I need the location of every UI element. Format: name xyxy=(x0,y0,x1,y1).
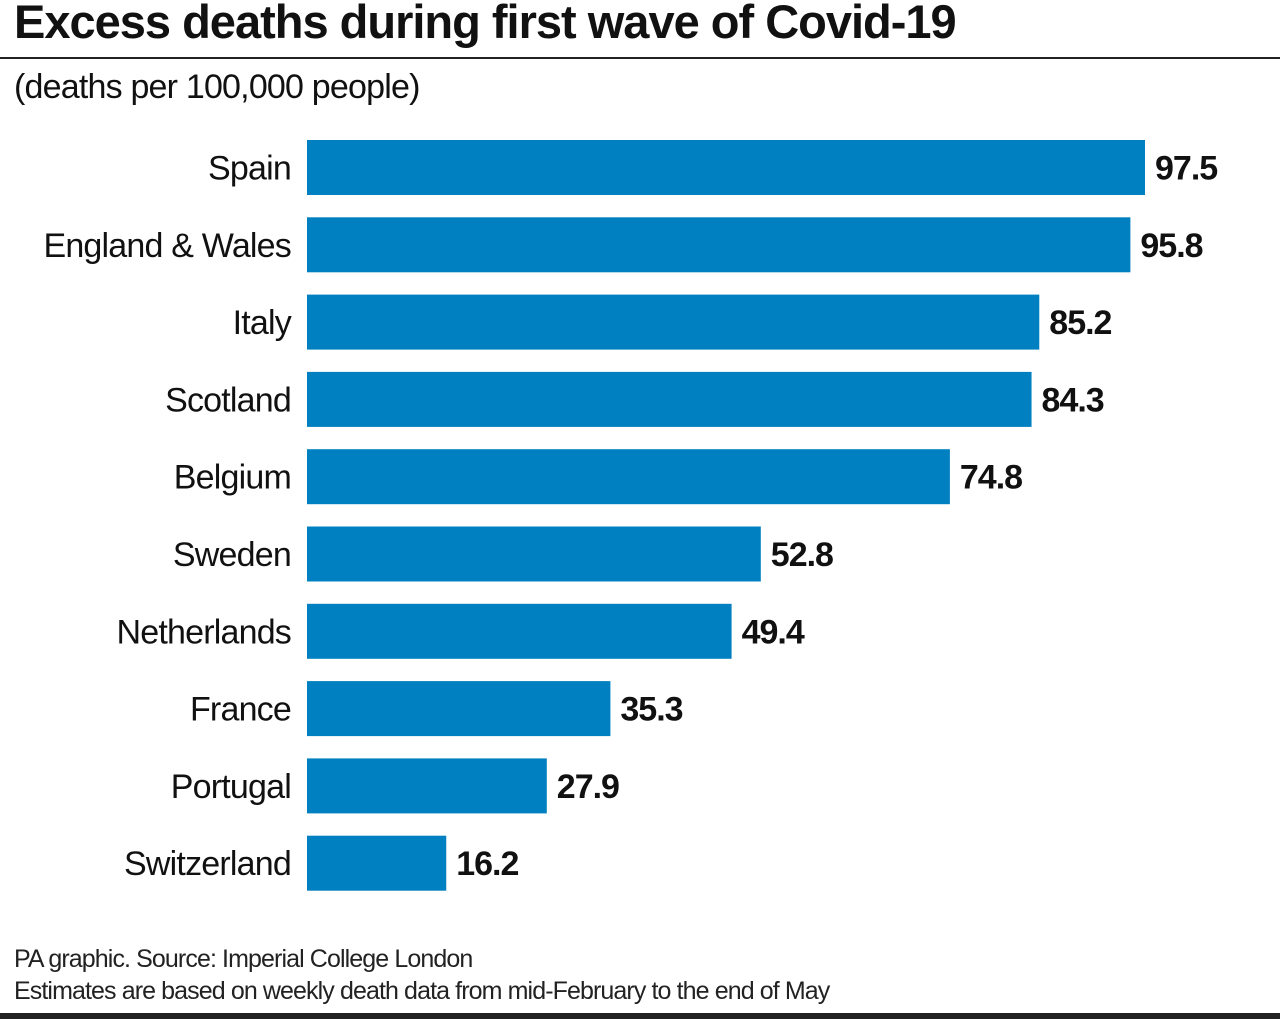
data-label: 27.9 xyxy=(557,768,619,806)
category-label: France xyxy=(190,691,291,729)
data-label: 85.2 xyxy=(1049,304,1111,342)
bar xyxy=(307,681,611,737)
bar xyxy=(307,140,1145,195)
data-label: 49.4 xyxy=(742,613,805,651)
category-label: Belgium xyxy=(174,459,291,497)
bar xyxy=(307,294,1040,350)
chart-title: Excess deaths during first wave of Covid… xyxy=(14,0,957,48)
category-label: Scotland xyxy=(165,381,291,419)
bar xyxy=(307,371,1032,427)
bottom-bar xyxy=(0,1013,1280,1019)
bar xyxy=(307,526,761,582)
bar xyxy=(307,603,732,659)
bar xyxy=(307,449,950,505)
chart-subtitle: (deaths per 100,000 people) xyxy=(14,68,420,106)
bar xyxy=(307,758,547,814)
data-label: 52.8 xyxy=(771,536,833,574)
category-label: Switzerland xyxy=(124,845,291,883)
category-label: Portugal xyxy=(171,768,291,806)
data-label: 95.8 xyxy=(1140,227,1202,265)
category-label: England & Wales xyxy=(43,227,291,265)
footnote: Estimates are based on weekly death data… xyxy=(14,977,830,1005)
data-label: 35.3 xyxy=(620,691,682,729)
category-label: Sweden xyxy=(173,536,291,574)
data-label: 16.2 xyxy=(456,845,518,883)
title-rule xyxy=(0,57,1280,59)
category-label: Spain xyxy=(208,150,291,188)
category-label: Italy xyxy=(233,304,292,342)
data-label: 84.3 xyxy=(1042,381,1104,419)
data-label: 97.5 xyxy=(1155,150,1217,188)
data-label: 74.8 xyxy=(960,459,1022,497)
category-label: Netherlands xyxy=(116,613,291,651)
bar xyxy=(307,835,447,891)
bar xyxy=(307,217,1131,273)
source-note: PA graphic. Source: Imperial College Lon… xyxy=(14,945,473,973)
